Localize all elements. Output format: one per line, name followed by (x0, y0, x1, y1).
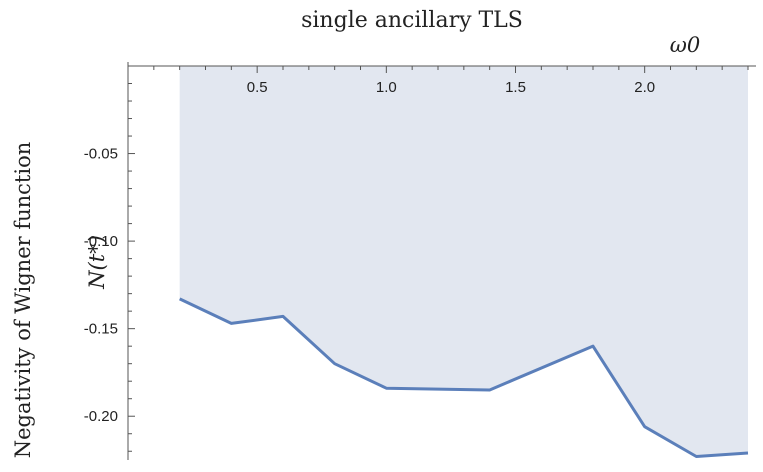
y-tick-label: -0.20 (84, 408, 118, 425)
line-layer (179, 297, 749, 458)
x-tick-label: 0.5 (247, 79, 268, 96)
y-tick-label: -0.05 (84, 146, 118, 163)
axes-layer: 0.5 1.0 1.5 2.0 -0.05 -0.10 -0.15 -0.20 (84, 62, 756, 460)
y-axis-sublabel-group: N(t*) (85, 235, 109, 290)
y-axis-label-group: Negativity of Wigner function (11, 142, 35, 459)
x-tick-label: 2.0 (634, 79, 655, 96)
chart-title: single ancillary TLS (301, 8, 523, 33)
x-tick-label: 1.0 (376, 79, 397, 96)
x-tick-label: 1.5 (505, 79, 526, 96)
y-tick-label: -0.10 (84, 233, 118, 250)
area-layer (179, 66, 748, 457)
y-axis-sublabel: N(t*) (85, 235, 109, 290)
area-fill (179, 66, 748, 457)
x-axis-label: ω0 (670, 33, 701, 57)
y-tick-label: -0.15 (84, 321, 118, 338)
series-line (179, 297, 749, 458)
y-axis-label: Negativity of Wigner function (11, 142, 35, 459)
